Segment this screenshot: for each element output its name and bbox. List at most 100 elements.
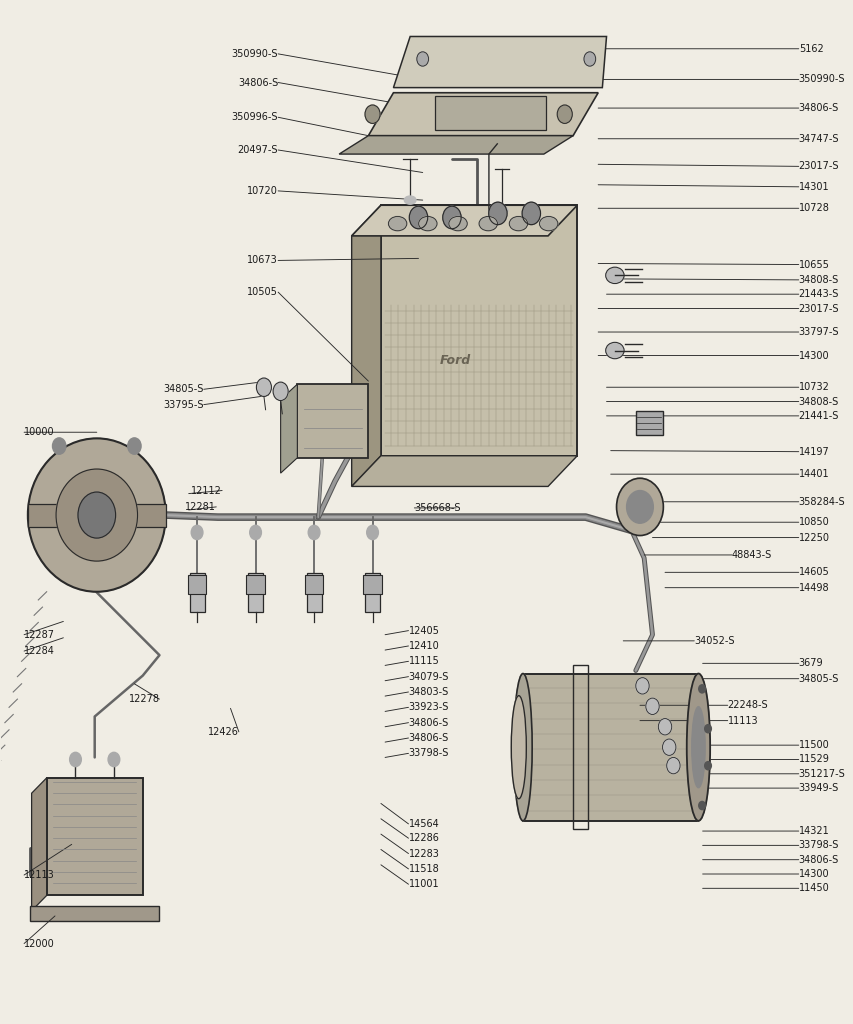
Text: 33797-S: 33797-S [798,327,838,337]
Text: 12000: 12000 [24,939,55,948]
Text: 5162: 5162 [798,44,822,53]
Circle shape [666,758,679,774]
Text: 14564: 14564 [408,819,438,828]
Text: 14498: 14498 [798,583,828,593]
Bar [635,411,662,435]
Text: 14321: 14321 [798,826,828,836]
Text: 12287: 12287 [24,630,55,640]
Circle shape [191,525,203,540]
Polygon shape [281,384,297,473]
Bar [363,575,381,594]
Text: 12284: 12284 [24,646,55,656]
Text: 34805-S: 34805-S [798,674,838,684]
Text: 12250: 12250 [798,532,829,543]
Circle shape [698,802,705,810]
Circle shape [645,698,659,715]
Bar [364,573,380,612]
Circle shape [78,493,115,538]
Polygon shape [351,456,577,486]
Polygon shape [339,135,572,154]
Text: 12286: 12286 [408,834,438,843]
Ellipse shape [511,695,525,799]
Text: 11115: 11115 [408,656,438,667]
Ellipse shape [514,674,531,821]
Bar [435,96,545,130]
Text: 351217-S: 351217-S [798,769,844,779]
Text: 14300: 14300 [798,869,828,879]
Text: Ford: Ford [439,354,471,367]
Circle shape [52,438,66,455]
Text: 12112: 12112 [191,485,222,496]
Text: 21441-S: 21441-S [798,411,838,421]
Text: 3679: 3679 [798,658,822,669]
Bar [572,666,588,829]
Polygon shape [351,205,577,236]
Bar [380,205,577,456]
Circle shape [704,762,711,770]
Bar [188,575,206,594]
Text: 22248-S: 22248-S [727,700,768,711]
Ellipse shape [496,206,508,214]
Ellipse shape [56,469,137,561]
Text: 34808-S: 34808-S [798,396,838,407]
Ellipse shape [403,196,415,204]
Text: 14300: 14300 [798,350,828,360]
Text: 358284-S: 358284-S [798,497,844,507]
Circle shape [626,490,653,523]
Text: 11450: 11450 [798,884,828,893]
Text: 14605: 14605 [798,567,828,578]
Text: 12283: 12283 [408,849,438,858]
Text: 14301: 14301 [798,182,828,191]
Text: 11500: 11500 [798,740,828,751]
Bar [297,384,368,458]
Text: 350990-S: 350990-S [798,75,844,84]
Text: 11113: 11113 [727,716,757,726]
Text: 10673: 10673 [247,255,278,265]
Circle shape [249,525,261,540]
Text: 48843-S: 48843-S [731,550,771,560]
Ellipse shape [388,216,406,230]
Text: 23017-S: 23017-S [798,303,838,313]
Text: 12278: 12278 [128,694,160,705]
Ellipse shape [449,216,467,230]
Circle shape [308,525,320,540]
Bar [247,573,263,612]
Circle shape [583,52,595,67]
Text: 34806-S: 34806-S [238,78,278,87]
Text: 11529: 11529 [798,755,828,765]
Text: 34052-S: 34052-S [693,636,734,646]
Bar [47,778,142,895]
Circle shape [273,382,287,400]
Text: 10850: 10850 [798,517,828,527]
Circle shape [635,678,648,694]
Text: 10720: 10720 [247,186,278,196]
Text: 11518: 11518 [408,864,438,873]
Text: 10000: 10000 [24,427,55,437]
Circle shape [108,753,119,767]
Bar [522,674,698,821]
Text: 34079-S: 34079-S [408,672,449,682]
Text: 11001: 11001 [408,880,438,889]
Text: 34803-S: 34803-S [408,687,448,697]
Text: 34806-S: 34806-S [798,855,838,864]
Ellipse shape [605,267,624,284]
Ellipse shape [686,674,710,821]
Polygon shape [32,778,47,910]
Text: 34806-S: 34806-S [408,718,448,728]
Circle shape [442,206,461,228]
Ellipse shape [28,438,165,592]
Circle shape [256,378,271,396]
Circle shape [658,719,671,735]
Polygon shape [368,93,597,135]
Bar [305,575,323,594]
Circle shape [128,438,141,455]
Text: 350990-S: 350990-S [231,49,278,58]
Text: 14197: 14197 [798,446,828,457]
Ellipse shape [691,707,705,787]
Circle shape [70,753,81,767]
Text: 12426: 12426 [208,727,239,737]
Polygon shape [351,205,380,486]
Text: 350996-S: 350996-S [231,113,278,122]
Text: 12281: 12281 [185,502,216,512]
Text: 34806-S: 34806-S [408,733,448,743]
